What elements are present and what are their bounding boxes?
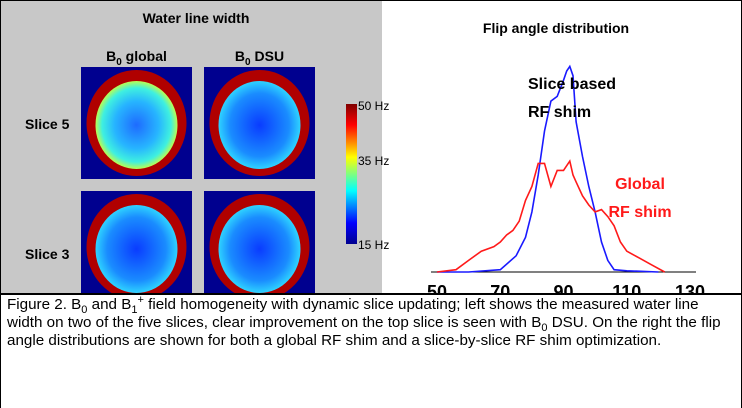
figure-svg: Water line width Flip angle distribution…	[1, 1, 741, 293]
series-label: Global RF shim	[605, 171, 695, 231]
x-tick-label: 50	[427, 282, 447, 293]
colorbar-label: 35 Hz	[358, 154, 389, 168]
page: Water line width Flip angle distribution…	[0, 0, 742, 405]
row-label: Slice 3	[25, 246, 70, 262]
colorbar-label: 50 Hz	[358, 99, 389, 113]
left-title: Water line width	[143, 10, 250, 26]
mri-brain	[96, 205, 178, 293]
column-header-rest: global	[122, 48, 167, 64]
column-header-base: B	[235, 48, 245, 64]
series-label: Slice based RF shim	[528, 71, 648, 131]
column-header-base: B	[106, 48, 116, 64]
mri-brain	[219, 81, 301, 169]
colorbar	[346, 104, 357, 244]
legend-entry: Global RF shim	[605, 171, 675, 227]
x-tick-label: 70	[490, 282, 510, 293]
caption-segment: and B	[87, 296, 131, 313]
figure: Water line width Flip angle distribution…	[0, 0, 742, 294]
colorbar-label: 15 Hz	[358, 238, 389, 252]
caption-segment: Figure 2. B	[7, 296, 81, 313]
mri-brain	[219, 205, 301, 293]
mri-brain	[96, 81, 178, 169]
legend-entry: Slice based RF shim	[528, 71, 628, 127]
chart-title: Flip angle distribution	[483, 20, 629, 36]
x-tick-label: 110	[612, 282, 641, 293]
column-header-rest: DSU	[251, 48, 284, 64]
row-label: Slice 5	[25, 116, 70, 132]
x-tick-label: 90	[553, 282, 573, 293]
caption: Figure 2. B0 and B1+ field homogeneity w…	[0, 294, 742, 408]
x-tick-label: 130	[675, 282, 705, 293]
